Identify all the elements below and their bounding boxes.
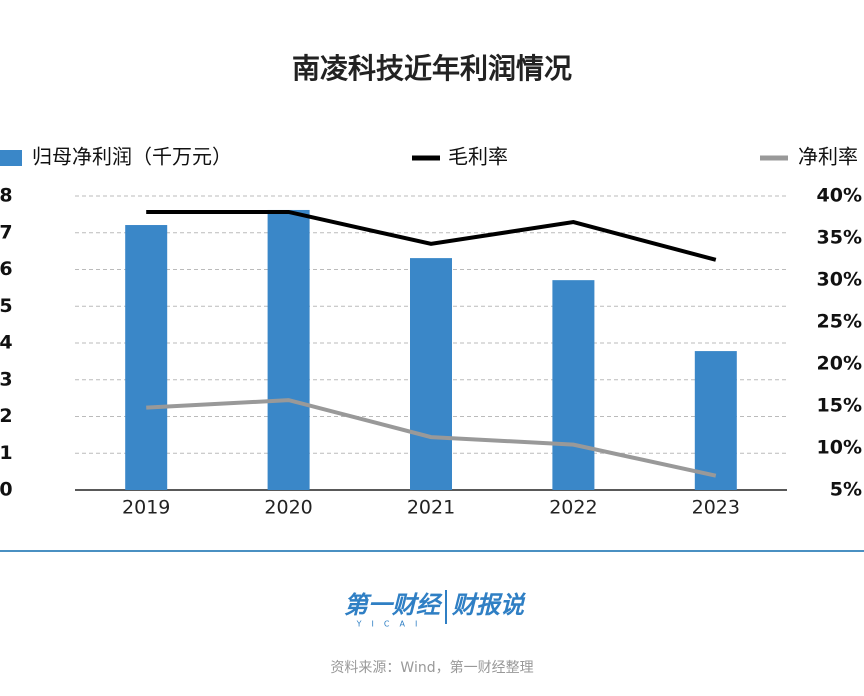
y-tick-label: 5 (0, 295, 13, 317)
x-tick-label: 2023 (692, 497, 740, 519)
logo-sub: YICAI (356, 620, 428, 629)
y-tick-label: 0 (0, 479, 13, 501)
y2-tick-label: 40% (817, 185, 862, 207)
legend-label: 归母净利润（千万元） (32, 145, 232, 169)
x-tick-label: 2022 (549, 497, 597, 519)
y-tick-label: 2 (0, 405, 13, 427)
legend-label: 净利率 (798, 145, 858, 169)
x-tick-label: 2021 (407, 497, 455, 519)
line (146, 209, 717, 262)
logo: 第一财经 (344, 591, 443, 619)
legend-label: 毛利率 (448, 145, 508, 169)
y-tick-label: 6 (0, 258, 13, 280)
y2-tick-label: 15% (817, 395, 862, 417)
y2-tick-label: 20% (817, 353, 862, 375)
y2-tick-label: 30% (817, 269, 862, 291)
line (146, 398, 717, 478)
x-tick-label: 2019 (122, 497, 170, 519)
y-tick-label: 3 (0, 368, 13, 390)
y-tick-label: 8 (0, 185, 13, 207)
y2-tick-label: 10% (817, 437, 862, 459)
bar (267, 209, 310, 490)
legend-swatch (0, 150, 22, 166)
bar (552, 280, 595, 490)
logo-right: 财报说 (451, 591, 527, 619)
bar (125, 225, 168, 490)
y-tick-label: 4 (0, 332, 13, 354)
y2-tick-label: 25% (817, 311, 862, 333)
x-tick-label: 2020 (264, 497, 312, 519)
y2-tick-label: 35% (817, 227, 862, 249)
y-tick-label: 7 (0, 221, 13, 243)
y-tick-label: 1 (0, 442, 13, 464)
y2-tick-label: 5% (830, 479, 862, 501)
bar (410, 258, 452, 490)
source: 资料来源：Wind，第一财经整理 (330, 659, 533, 676)
chart-title: 南凌科技近年利润情况 (292, 52, 572, 85)
bar (694, 351, 737, 490)
